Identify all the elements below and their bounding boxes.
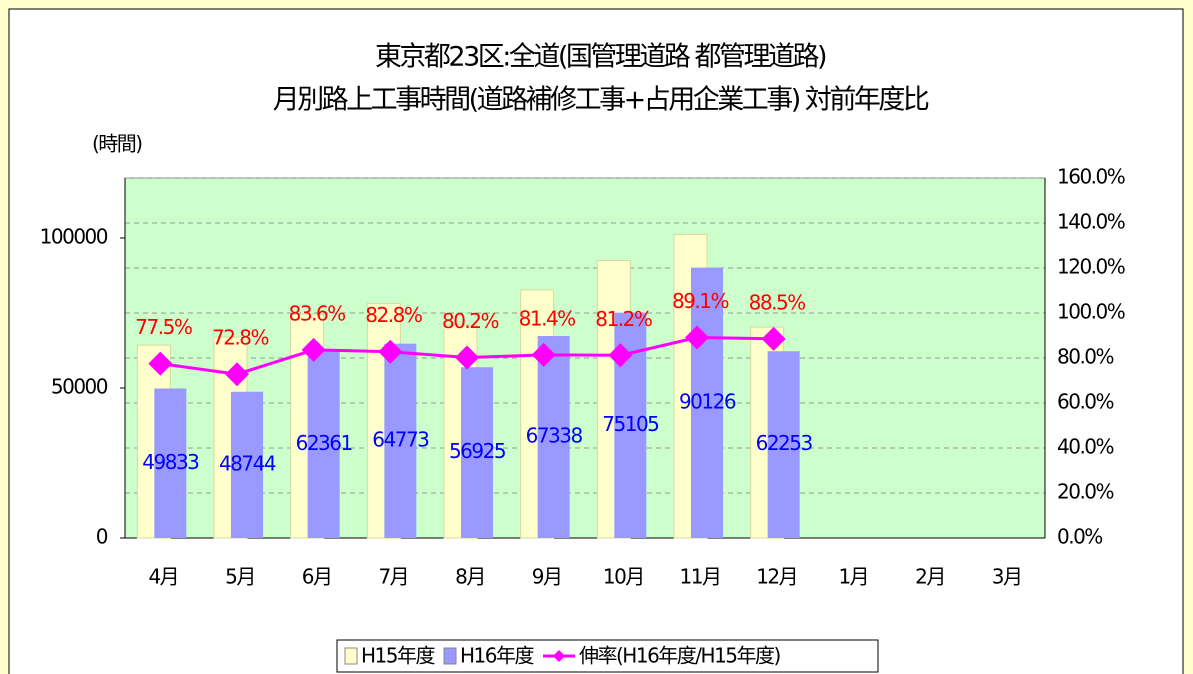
data-label: 62253 xyxy=(756,431,813,455)
marker xyxy=(301,337,326,362)
marker xyxy=(225,362,249,387)
marker xyxy=(761,326,786,351)
data-label: 67338 xyxy=(526,423,583,447)
data-label: 64773 xyxy=(372,427,429,451)
bar xyxy=(307,350,340,538)
bar xyxy=(154,388,187,538)
legend-swatch xyxy=(344,647,358,665)
bar xyxy=(691,267,723,538)
data-label: 90126 xyxy=(679,389,736,413)
data-label: 75105 xyxy=(602,412,658,436)
data-label: 72.8% xyxy=(212,326,269,350)
data-label: 83.6% xyxy=(289,301,346,325)
y-tick-label: 100000 xyxy=(40,225,108,249)
data-label: 48744 xyxy=(219,451,276,475)
data-label: 80.2% xyxy=(442,309,499,333)
y2-tick-label: 160.0% xyxy=(1057,165,1125,189)
chart-title: 東京都23区:全道(国管理道路 都管理道路) xyxy=(375,42,826,73)
x-tick-label: 9月 xyxy=(532,565,562,589)
data-label: 62361 xyxy=(296,431,352,455)
bar xyxy=(767,351,800,538)
marker xyxy=(685,325,709,350)
data-label: 56925 xyxy=(449,439,505,463)
data-label: 77.5% xyxy=(135,315,192,339)
x-tick-label: 1月 xyxy=(838,565,868,589)
marker xyxy=(531,342,556,367)
bar xyxy=(384,343,417,538)
x-tick-label: 8月 xyxy=(455,565,485,589)
legend-swatch xyxy=(443,647,457,665)
data-label: 89.1% xyxy=(672,289,729,313)
x-tick-label: 3月 xyxy=(992,565,1022,589)
y2-tick-label: 40.0% xyxy=(1057,435,1114,459)
y2-tick-label: 0.0% xyxy=(1057,525,1102,549)
legend-label: H16年度 xyxy=(460,644,534,668)
bar xyxy=(537,335,570,538)
x-tick-label: 4月 xyxy=(148,565,178,589)
marker xyxy=(378,339,403,364)
bar xyxy=(231,391,263,538)
x-tick-label: 5月 xyxy=(225,565,255,589)
x-tick-label: 12月 xyxy=(756,565,797,589)
x-tick-label: 11月 xyxy=(680,565,721,589)
y-axis-label: (時間) xyxy=(92,132,142,156)
chart-title: 月別路上工事時間(道路補修工事+占用企業工事) 対前年度比 xyxy=(273,85,929,116)
y2-tick-label: 100.0% xyxy=(1057,300,1125,324)
y2-tick-label: 80.0% xyxy=(1057,345,1114,369)
data-label: 88.5% xyxy=(749,290,806,314)
y2-tick-label: 120.0% xyxy=(1057,255,1125,279)
y-tick-label: 0 xyxy=(96,525,108,549)
marker xyxy=(608,343,633,368)
x-tick-label: 10月 xyxy=(603,565,644,589)
bar xyxy=(461,367,493,538)
y2-tick-label: 140.0% xyxy=(1057,210,1125,234)
x-tick-label: 6月 xyxy=(302,565,332,589)
data-label: 81.2% xyxy=(595,307,652,331)
y2-tick-label: 60.0% xyxy=(1057,390,1114,414)
marker xyxy=(148,351,173,376)
data-label: 82.8% xyxy=(365,303,422,327)
x-tick-label: 2月 xyxy=(915,565,945,589)
marker xyxy=(455,345,479,370)
y2-tick-label: 20.0% xyxy=(1057,480,1114,504)
legend-label: H15年度 xyxy=(361,644,435,668)
legend-box xyxy=(336,639,879,673)
legend-swatch xyxy=(553,650,565,662)
data-label: 49833 xyxy=(142,450,199,474)
data-label: 81.4% xyxy=(519,306,576,330)
x-tick-label: 7月 xyxy=(378,565,408,589)
legend-label: 伸率(H16年度/H15年度) xyxy=(579,644,781,668)
y-tick-label: 50000 xyxy=(51,375,108,399)
